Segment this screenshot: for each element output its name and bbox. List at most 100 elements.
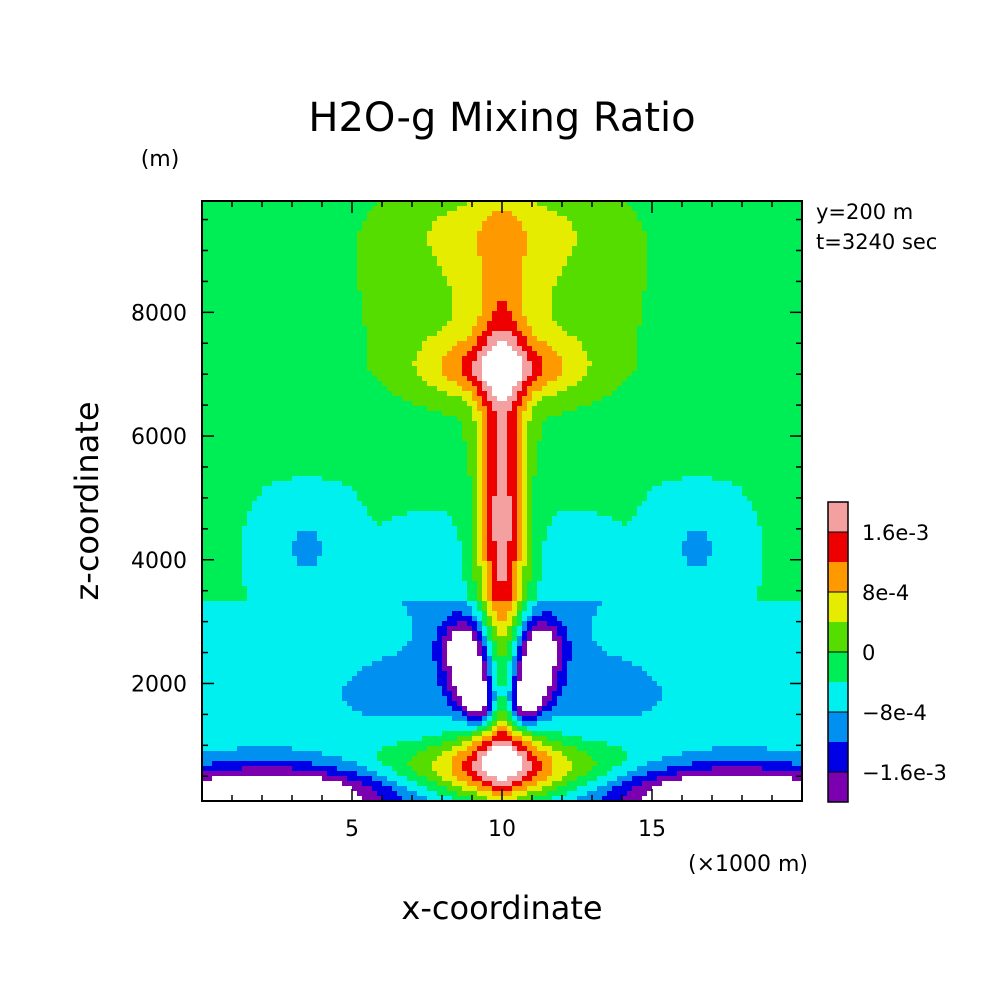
field-cell	[307, 401, 313, 407]
field-cell	[757, 331, 763, 337]
field-cell	[392, 221, 398, 227]
field-cell	[617, 331, 623, 337]
field-cell	[697, 286, 703, 292]
field-cell	[612, 341, 618, 347]
field-cell	[737, 281, 743, 287]
field-cell	[782, 366, 788, 372]
field-cell	[277, 281, 283, 287]
field-cell	[417, 271, 423, 277]
field-cell	[612, 251, 618, 257]
field-cell	[577, 206, 583, 212]
field-cell	[762, 336, 768, 342]
field-cell	[692, 291, 698, 297]
field-cell	[467, 391, 473, 397]
field-cell	[592, 396, 598, 402]
field-cell	[422, 256, 428, 262]
field-cell	[617, 301, 623, 307]
field-cell	[667, 351, 673, 357]
field-cell	[497, 306, 503, 312]
field-cell	[417, 266, 423, 272]
field-cell	[727, 321, 733, 327]
field-cell	[357, 346, 363, 352]
field-cell	[272, 201, 278, 207]
field-cell	[527, 306, 533, 312]
field-cell	[262, 356, 268, 362]
field-cell	[402, 286, 408, 292]
field-cell	[772, 231, 778, 237]
field-cell	[212, 311, 218, 317]
field-cell	[242, 211, 248, 217]
field-cell	[352, 271, 358, 277]
field-cell	[492, 241, 498, 247]
field-cell	[217, 271, 223, 277]
field-cell	[702, 246, 708, 252]
field-cell	[252, 251, 258, 257]
field-cell	[302, 386, 308, 392]
field-cell	[767, 291, 773, 297]
field-cell	[527, 271, 533, 277]
field-cell	[242, 391, 248, 397]
field-cell	[487, 351, 493, 357]
field-cell	[637, 216, 643, 222]
field-cell	[412, 346, 418, 352]
field-cell	[687, 351, 693, 357]
field-cell	[352, 301, 358, 307]
field-cell	[767, 221, 773, 227]
field-cell	[542, 376, 548, 382]
field-cell	[672, 246, 678, 252]
field-cell	[727, 256, 733, 262]
field-cell	[357, 311, 363, 317]
field-cell	[227, 341, 233, 347]
field-cell	[282, 396, 288, 402]
field-cell	[247, 396, 253, 402]
field-cell	[507, 216, 513, 222]
field-cell	[257, 386, 263, 392]
field-cell	[672, 211, 678, 217]
field-cell	[692, 221, 698, 227]
field-cell	[317, 311, 323, 317]
field-cell	[667, 246, 673, 252]
field-cell	[362, 391, 368, 397]
field-cell	[727, 251, 733, 257]
field-cell	[232, 401, 238, 407]
field-cell	[792, 206, 798, 212]
field-cell	[482, 401, 488, 407]
field-cell	[522, 221, 528, 227]
field-cell	[317, 306, 323, 312]
field-cell	[587, 321, 593, 327]
field-cell	[442, 361, 448, 367]
field-cell	[627, 361, 633, 367]
field-cell	[797, 361, 802, 367]
field-cell	[587, 206, 593, 212]
field-cell	[667, 291, 673, 297]
chart-title: H2O-g Mixing Ratio	[308, 95, 695, 141]
field-cell	[567, 396, 573, 402]
field-cell	[332, 371, 338, 377]
field-cell	[362, 246, 368, 252]
field-cell	[607, 391, 613, 397]
field-cell	[537, 361, 543, 367]
field-cell	[392, 271, 398, 277]
field-cell	[742, 281, 748, 287]
field-cell	[352, 221, 358, 227]
field-cell	[437, 351, 443, 357]
field-cell	[347, 376, 353, 382]
field-cell	[787, 281, 793, 287]
field-cell	[462, 236, 468, 242]
field-cell	[212, 286, 218, 292]
field-cell	[497, 286, 503, 292]
field-cell	[702, 281, 708, 287]
field-cell	[767, 386, 773, 392]
field-cell	[757, 216, 763, 222]
field-cell	[372, 371, 378, 377]
field-cell	[697, 201, 703, 207]
field-cell	[357, 231, 363, 237]
field-cell	[347, 321, 353, 327]
field-cell	[417, 366, 423, 372]
field-cell	[667, 236, 673, 242]
field-cell	[492, 201, 498, 207]
field-cell	[292, 281, 298, 287]
field-cell	[257, 361, 263, 367]
field-cell	[612, 236, 618, 242]
field-cell	[337, 246, 343, 252]
